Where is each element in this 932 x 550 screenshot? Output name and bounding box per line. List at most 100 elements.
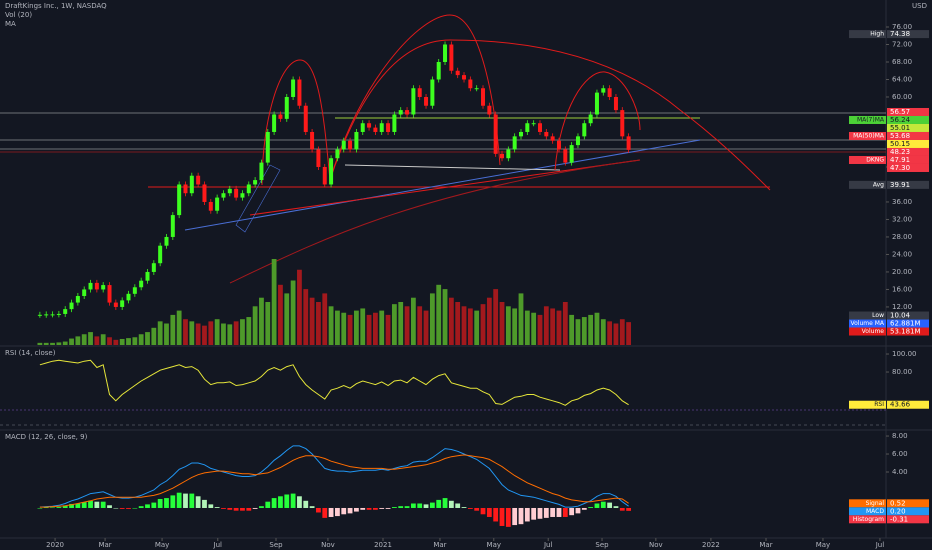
candle bbox=[107, 285, 112, 303]
x-tick-label: 2020 bbox=[46, 541, 64, 549]
pane-title: RSI (14, close) bbox=[5, 349, 56, 357]
volume-bar bbox=[189, 321, 195, 345]
macd-histogram-bar bbox=[240, 507, 245, 511]
volume-bar bbox=[322, 293, 328, 345]
volume-bar bbox=[398, 302, 404, 345]
candle bbox=[202, 184, 207, 202]
volume-bar bbox=[303, 289, 309, 345]
macd-histogram-bar bbox=[391, 507, 397, 508]
price-tag-name-text: MACD bbox=[866, 508, 884, 515]
volume-bar bbox=[107, 337, 112, 345]
candle bbox=[259, 162, 264, 181]
price-tag-name bbox=[849, 311, 886, 320]
volume-bar bbox=[335, 310, 340, 345]
currency: USD bbox=[912, 2, 927, 10]
volume-bar bbox=[512, 308, 518, 345]
macd-histogram-bar bbox=[100, 501, 106, 508]
x-tick-label: 2022 bbox=[702, 541, 720, 549]
macd-histogram-bar bbox=[347, 507, 353, 514]
volume-bar bbox=[461, 306, 467, 345]
candle bbox=[430, 79, 435, 106]
volume-bar bbox=[436, 284, 442, 345]
price-tag bbox=[887, 319, 929, 328]
candle bbox=[189, 175, 194, 194]
candle bbox=[373, 127, 378, 132]
trend-line bbox=[344, 164, 561, 171]
volume-bar bbox=[493, 289, 499, 345]
macd-histogram-bar bbox=[309, 506, 315, 508]
macd-histogram-bar bbox=[410, 503, 416, 508]
y-tick-label: 8.00 bbox=[892, 432, 908, 440]
volume-bar bbox=[341, 312, 347, 345]
candle bbox=[512, 136, 517, 150]
volume-bar bbox=[556, 310, 562, 345]
macd-histogram-bar bbox=[208, 504, 214, 508]
candle bbox=[354, 131, 359, 150]
macd-histogram-bar bbox=[474, 507, 480, 511]
macd-histogram-bar bbox=[512, 507, 518, 526]
price-tag-value: 55.01 bbox=[890, 124, 910, 132]
volume-bar bbox=[372, 312, 378, 345]
macd-line bbox=[39, 445, 629, 508]
volume-bar bbox=[157, 321, 163, 345]
volume-bar bbox=[626, 322, 632, 345]
volume-bar bbox=[214, 319, 220, 345]
rsi-line bbox=[39, 359, 629, 406]
candle bbox=[82, 289, 87, 297]
volume-bar bbox=[524, 310, 530, 345]
candle bbox=[436, 61, 441, 80]
y-tick-label: 16.00 bbox=[892, 285, 912, 293]
volume-bar bbox=[347, 314, 353, 345]
candle bbox=[246, 184, 251, 194]
y-tick-label: 36.00 bbox=[892, 198, 912, 206]
candle bbox=[601, 88, 606, 93]
volume-bar bbox=[284, 293, 290, 345]
macd-histogram-bar bbox=[423, 504, 429, 508]
price-tag bbox=[887, 123, 929, 132]
macd-histogram-bar bbox=[316, 507, 321, 513]
price-tag bbox=[887, 180, 929, 189]
x-tick-label: Sep bbox=[269, 541, 283, 549]
volume-bar bbox=[581, 317, 587, 345]
volume-bar bbox=[499, 302, 505, 345]
volume-bar bbox=[537, 314, 543, 345]
volume-bar bbox=[252, 306, 258, 345]
volume-bar bbox=[575, 319, 581, 345]
macd-histogram-bar bbox=[81, 502, 87, 508]
candle bbox=[474, 88, 479, 90]
candle bbox=[227, 188, 232, 194]
level-line bbox=[0, 112, 886, 150]
price-tag-name bbox=[849, 319, 886, 328]
price-tag bbox=[887, 131, 929, 140]
candle bbox=[126, 293, 131, 301]
x-tick-label: Sep bbox=[595, 541, 609, 549]
macd-histogram-bar bbox=[366, 507, 372, 510]
volume-bar bbox=[518, 293, 524, 345]
price-tag-name bbox=[849, 115, 886, 124]
y-tick-label: 32.00 bbox=[892, 215, 912, 223]
volume-bar bbox=[423, 310, 429, 345]
price-tag-name-text: Histogram bbox=[853, 516, 884, 523]
candle bbox=[392, 114, 397, 132]
candle bbox=[531, 123, 536, 125]
volume-bar bbox=[442, 289, 448, 345]
price-tag-value: 56.24 bbox=[890, 116, 911, 124]
volume-bar bbox=[290, 280, 296, 345]
price-tag-value: 48.23 bbox=[890, 148, 910, 156]
candle bbox=[544, 131, 549, 137]
macd-histogram-bar bbox=[467, 507, 473, 509]
price-tag-value: 43.66 bbox=[890, 401, 911, 409]
price-tag bbox=[887, 155, 929, 164]
candle bbox=[132, 287, 137, 294]
price-tag-name-text: Volume MA bbox=[850, 320, 884, 327]
volume-bar bbox=[126, 338, 131, 345]
x-tick-label: May bbox=[155, 541, 169, 549]
candle bbox=[379, 123, 384, 132]
macd-histogram-bar bbox=[265, 501, 271, 508]
head bbox=[329, 14, 501, 181]
candle bbox=[44, 314, 49, 316]
volume-bar bbox=[69, 338, 74, 345]
candle bbox=[506, 149, 511, 159]
candle bbox=[594, 92, 599, 115]
